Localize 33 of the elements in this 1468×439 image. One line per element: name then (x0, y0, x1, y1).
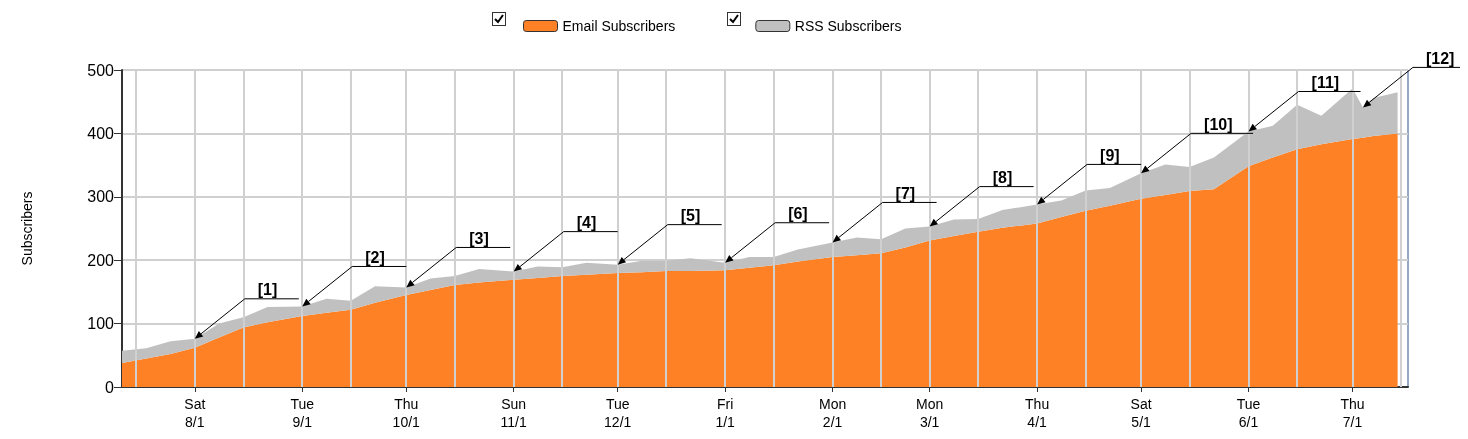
y-tick-label: 100 (87, 315, 115, 333)
annotation: [5] (680, 207, 701, 225)
x-tick-label: Tue 9/1 (290, 396, 315, 430)
x-tick-label: Thu 7/1 (1340, 396, 1365, 430)
annotation: [4] (576, 214, 597, 232)
annotation: [11] (1311, 74, 1340, 91)
annotation: [3] (469, 229, 489, 247)
y-tick-label: 300 (87, 188, 115, 206)
annotation: [6] (788, 205, 808, 223)
x-tick-label: Mon 3/1 (916, 396, 944, 430)
y-tick-label: 500 (87, 61, 115, 79)
x-tick-label: Tue 6/1 (1236, 396, 1261, 430)
annotation: [8] (992, 169, 1013, 187)
x-tick-label: Sat 8/1 (184, 396, 206, 430)
x-tick-label: Sun 11/1 (500, 396, 528, 430)
annotation: [2] (365, 248, 385, 266)
annotation: [12] (1425, 49, 1455, 67)
x-tick-label: Mon 2/1 (818, 396, 847, 430)
y-tick-label: 400 (87, 124, 115, 142)
annotation: [7] (895, 184, 916, 202)
x-tick-label: Tue 12/1 (604, 396, 632, 430)
annotation: [10] (1204, 115, 1233, 133)
legend-label: Email Subscribers (562, 18, 676, 34)
y-tick-label: 0 (105, 378, 115, 396)
y-tick-label: 200 (87, 251, 115, 269)
x-tick-label: Fri 1/1 (715, 396, 736, 430)
x-tick-label: Thu 10/1 (392, 396, 421, 430)
x-tick-label: Thu 4/1 (1025, 396, 1050, 430)
annotation: [9] (1100, 146, 1120, 164)
x-tick-label: Sat 5/1 (1130, 396, 1152, 430)
annotation: [1] (257, 281, 278, 299)
legend-label: RSS Subscribers (794, 18, 902, 34)
y-axis-title: Subscribers (19, 191, 35, 266)
